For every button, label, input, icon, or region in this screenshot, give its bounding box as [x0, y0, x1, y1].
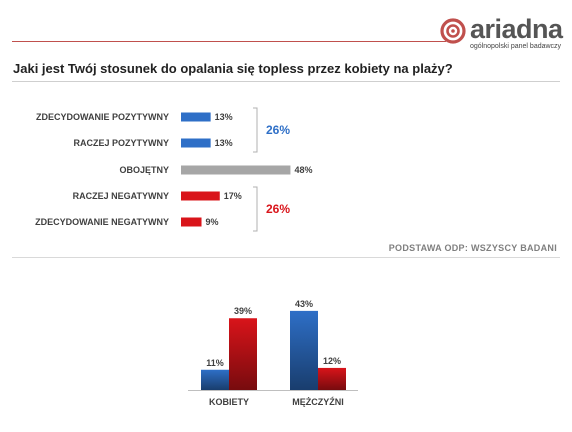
bar — [290, 310, 318, 390]
data-label: 39% — [234, 306, 252, 316]
category-label: OBOJĘTNY — [119, 165, 169, 175]
data-label: 9% — [206, 217, 219, 227]
question-rule — [12, 81, 560, 82]
bar — [201, 369, 229, 390]
data-label: 11% — [206, 358, 224, 368]
category-label: ZDECYDOWANIE NEGATYWNY — [35, 217, 169, 227]
header-rule — [12, 41, 446, 42]
brand-tagline: ogólnopolski panel badawczy — [470, 43, 562, 50]
data-label: 13% — [215, 112, 233, 122]
section-divider — [12, 257, 560, 258]
bar — [181, 217, 202, 227]
category-label: RACZEJ POZYTYWNY — [73, 138, 169, 148]
brand-name: ariadna — [470, 14, 563, 44]
category-label: MĘŻCZYŹNI — [292, 397, 344, 407]
data-label: 12% — [323, 356, 341, 366]
category-label: RACZEJ NEGATYWNY — [73, 191, 169, 201]
group-total-label: 26% — [266, 123, 290, 137]
group-total-label: 26% — [266, 202, 290, 216]
group-bracket — [253, 186, 258, 232]
data-label: 13% — [215, 138, 233, 148]
bar — [181, 138, 211, 148]
group-bracket — [253, 107, 258, 153]
data-label: 43% — [295, 299, 313, 309]
data-label: 17% — [224, 191, 242, 201]
bar — [229, 318, 257, 390]
bar — [318, 367, 346, 390]
ariadna-logo: ariadna ogólnopolski panel badawczy — [440, 14, 565, 54]
bar — [181, 165, 291, 175]
bar — [181, 191, 220, 201]
category-label: KOBIETY — [209, 397, 249, 407]
survey-question: Jaki jest Twój stosunek do opalania się … — [13, 61, 453, 76]
category-label: ZDECYDOWANIE POZYTYWNY — [36, 112, 169, 122]
data-label: 48% — [294, 165, 312, 175]
spiral-logo-icon — [440, 18, 466, 44]
base-note: PODSTAWA ODP: WSZYSCY BADANI — [388, 243, 557, 253]
bar — [181, 112, 211, 122]
